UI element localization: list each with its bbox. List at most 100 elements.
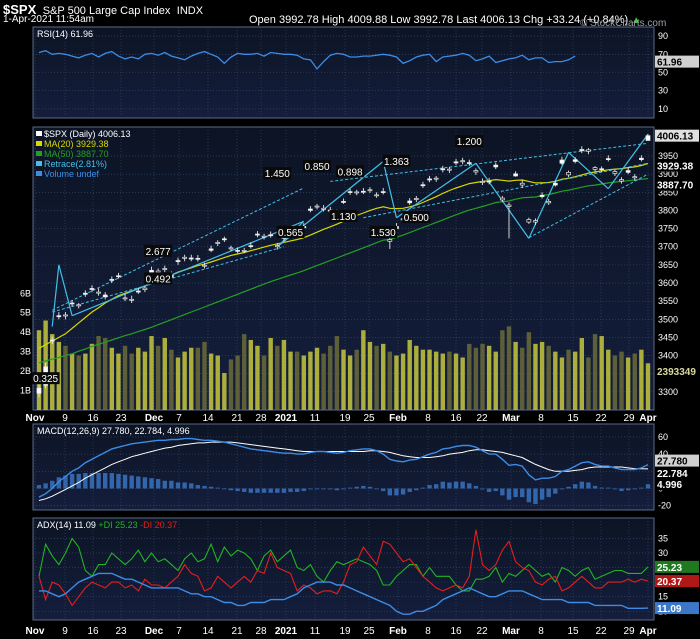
retrace-label-bg — [329, 209, 358, 222]
retrace-label: 0.565 — [278, 228, 303, 239]
rsi-tick-label: 50 — [658, 68, 668, 78]
retrace-label: 0.325 — [33, 374, 58, 385]
price-x-label: 19 — [339, 413, 351, 424]
legend-swatch — [36, 151, 42, 156]
volume-bar — [129, 353, 134, 410]
volume-bar — [122, 345, 128, 410]
volume-bar — [599, 336, 604, 410]
volume-bar — [215, 355, 220, 410]
macd-histogram-bar — [480, 488, 485, 490]
candle-body — [361, 190, 366, 193]
candle-body — [539, 194, 545, 198]
macd-histogram-bar — [553, 488, 558, 494]
volume-bar — [645, 363, 651, 410]
price-tick-label: 3500 — [658, 314, 678, 324]
adx-x-label: 11 — [310, 626, 321, 637]
volume-bar — [83, 353, 88, 410]
macd-histogram-bar — [486, 488, 492, 492]
macd-histogram-bar — [367, 486, 373, 489]
candle-body — [506, 204, 512, 207]
retrace-line — [51, 264, 60, 327]
candle-body — [63, 314, 68, 317]
quote-line: Open 3992.78 High 4009.88 Low 3992.78 La… — [249, 14, 629, 26]
volume-last-label: 2393349 — [657, 367, 696, 378]
candle-body — [367, 189, 373, 192]
adx-x-label: Mar — [502, 626, 520, 637]
volume-bar — [367, 341, 373, 410]
volume-bar — [175, 357, 181, 410]
volume-bar — [433, 351, 439, 410]
rsi-last-label-bg — [655, 55, 699, 68]
candle-body — [215, 242, 221, 244]
macd-tick-label: -20 — [658, 501, 671, 511]
volume-bar — [361, 330, 366, 410]
legend-swatch — [36, 161, 42, 166]
macd-histogram-bar — [347, 487, 353, 489]
volume-bar — [341, 349, 346, 410]
candle-body — [519, 182, 525, 186]
candle-body — [513, 173, 518, 177]
volume-bar — [308, 351, 313, 410]
candle-body — [632, 176, 638, 179]
macd-histogram-bar — [381, 488, 386, 492]
macd-histogram-bar — [612, 488, 618, 490]
volume-bar — [136, 347, 141, 410]
retrace-label-bg — [369, 225, 398, 238]
price-x-label: 22 — [476, 413, 488, 424]
macd-histogram-bar — [248, 488, 254, 493]
volume-bar — [76, 355, 81, 410]
candle-body — [208, 248, 214, 251]
adx-x-label: Nov — [26, 626, 45, 637]
macd-histogram-bar — [566, 486, 571, 489]
rsi-tick-label: 10 — [658, 104, 668, 114]
price-tick-label: 3550 — [658, 296, 678, 306]
macd-signal-line — [38, 441, 649, 501]
retrace-label: 0.500 — [404, 213, 429, 224]
volume-bar — [63, 345, 68, 410]
macd-histogram-bar — [334, 488, 340, 491]
macd-histogram-bar — [354, 486, 359, 489]
volume-bar — [480, 343, 485, 410]
price-tick-label: 3300 — [658, 387, 678, 397]
candle-body — [109, 279, 115, 281]
volume-bar — [142, 351, 148, 410]
retrace-label: 1.130 — [331, 212, 356, 223]
macd-right-label-bg — [655, 454, 699, 467]
price-tick-label: 3650 — [658, 260, 678, 270]
credit-text: © StockCharts.com — [580, 18, 667, 29]
price-x-label: 7 — [176, 413, 182, 424]
macd-histogram-bar — [149, 478, 154, 489]
adx-right-label: 25.23 — [657, 563, 682, 574]
minus-di-line — [38, 529, 649, 607]
volume-bar — [553, 351, 558, 410]
candle-body — [268, 234, 274, 237]
candle-body — [56, 315, 62, 318]
candle-body — [599, 168, 605, 171]
macd-histogram-bar — [50, 480, 55, 489]
volume-bar — [222, 373, 227, 410]
macd-histogram-bar — [288, 488, 293, 492]
volume-bar — [109, 347, 115, 410]
adx-panel-frame — [32, 517, 655, 621]
price-right-label: 3929.38 — [657, 162, 694, 173]
adx-x-label: 21 — [231, 626, 243, 637]
macd-histogram-bar — [572, 484, 578, 489]
volume-bar — [467, 343, 472, 410]
volume-bar — [486, 345, 492, 410]
macd-histogram-bar — [162, 480, 167, 489]
candle-body — [162, 268, 168, 270]
candle-body — [241, 250, 247, 252]
adx-right-label-bg — [655, 575, 699, 588]
adx-x-label: 25 — [363, 626, 375, 637]
price-x-label: 29 — [623, 413, 635, 424]
volume-tick-label: 5B — [20, 308, 31, 318]
volume-bar — [400, 353, 406, 410]
adx-x-label: 15 — [567, 626, 579, 637]
macd-histogram-bar — [202, 485, 207, 489]
candle-body — [579, 149, 585, 151]
adx-x-label: Apr — [639, 626, 656, 637]
volume-bar — [619, 351, 624, 410]
retrace-label: 0.850 — [305, 162, 330, 173]
rsi-panel-frame — [32, 26, 655, 119]
rsi-tick-label: 90 — [658, 31, 668, 41]
